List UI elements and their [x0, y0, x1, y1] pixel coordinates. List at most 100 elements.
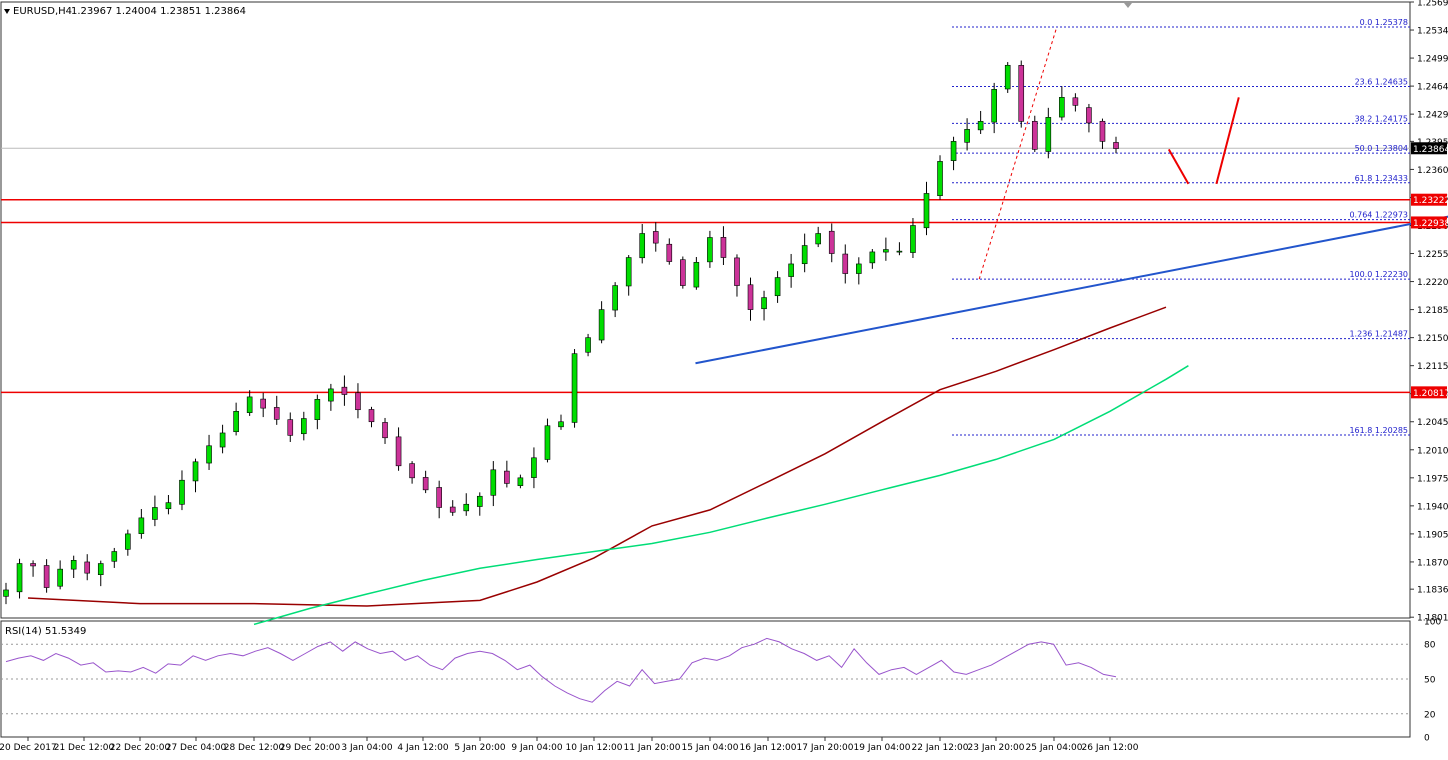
candle-body — [829, 231, 834, 253]
candle-body — [98, 564, 103, 575]
rsi-tick-label: 50 — [1424, 676, 1436, 686]
x-tick-label: 17 Jan 20:00 — [797, 743, 854, 753]
candle-body — [112, 552, 117, 562]
candle-body — [504, 471, 509, 483]
x-tick-label: 28 Dec 12:00 — [224, 743, 285, 753]
y-tick-label: 1.22200 — [1417, 278, 1448, 288]
ma-fast-line — [254, 366, 1188, 625]
candle-body — [626, 258, 631, 286]
x-tick-label: 21 Dec 12:00 — [54, 743, 115, 753]
y-tick-label: 1.25690 — [1417, 0, 1448, 9]
candle-body — [247, 397, 252, 413]
x-tick-label: 9 Jan 04:00 — [511, 743, 563, 753]
candle-body — [1114, 142, 1119, 148]
candle-body — [640, 234, 645, 258]
ohlc-values: 1.23967 1.24004 1.23851 1.23864 — [71, 6, 246, 17]
candle-body — [707, 238, 712, 262]
y-tick-label: 1.23600 — [1417, 166, 1448, 176]
candle-body — [328, 389, 333, 401]
candle-body — [694, 262, 699, 287]
scroll-marker-icon[interactable] — [1124, 3, 1132, 8]
candle-body — [125, 534, 130, 549]
candle-body — [978, 121, 983, 130]
candle-body — [423, 477, 428, 489]
candle-body — [938, 161, 943, 195]
candle-body — [951, 141, 956, 160]
x-tick-label: 5 Jan 20:00 — [454, 743, 506, 753]
y-tick-label: 1.19400 — [1417, 502, 1448, 512]
y-tick-label: 1.21150 — [1417, 362, 1448, 372]
candle-body — [152, 507, 157, 519]
candle-body — [355, 393, 360, 410]
x-tick-label: 22 Jan 12:00 — [912, 743, 969, 753]
y-tick-label: 1.19050 — [1417, 530, 1448, 540]
last-price-label: 1.23864 — [1413, 145, 1448, 155]
x-tick-label: 11 Jan 20:00 — [624, 743, 681, 753]
projection-down-line — [1169, 149, 1189, 183]
candle-body — [762, 298, 767, 309]
candle-body — [545, 426, 550, 460]
candle-body — [369, 409, 374, 421]
x-tick-label: 15 Jan 04:00 — [682, 743, 739, 753]
candle-body — [31, 563, 36, 565]
candle-body — [207, 446, 212, 463]
y-tick-label: 1.19750 — [1417, 474, 1448, 484]
y-tick-label: 1.21500 — [1417, 334, 1448, 344]
fib-label: 0.764 1.22973 — [1349, 211, 1408, 220]
y-tick-label: 1.25340 — [1417, 27, 1448, 37]
candle-body — [870, 252, 875, 263]
x-tick-label: 19 Jan 04:00 — [854, 743, 911, 753]
resistance-price-label: 1.23222 — [1413, 196, 1448, 206]
rsi-label: RSI(14) 51.5349 — [5, 626, 86, 637]
candle-body — [1046, 117, 1051, 151]
fib-label: 0.0 1.25378 — [1360, 18, 1408, 27]
rsi-tick-label: 80 — [1424, 641, 1436, 651]
collapse-triangle-icon[interactable] — [4, 9, 10, 14]
rsi-tick-label: 0 — [1424, 734, 1430, 744]
fib-label: 161.8 1.20285 — [1349, 426, 1408, 435]
rsi-tick-label: 100 — [1424, 618, 1441, 628]
y-tick-label: 1.18700 — [1417, 558, 1448, 568]
fib-label: 61.8 1.23433 — [1355, 174, 1408, 183]
candle-body — [721, 237, 726, 257]
rsi-tick-label: 20 — [1424, 710, 1436, 720]
y-tick-label: 1.22550 — [1417, 250, 1448, 260]
y-tick-label: 1.18360 — [1417, 586, 1448, 596]
y-tick-label: 1.20100 — [1417, 446, 1448, 456]
x-tick-label: 10 Jan 12:00 — [566, 743, 623, 753]
candle-body — [518, 478, 523, 486]
candle-body — [572, 354, 577, 423]
projection-up-line — [1216, 97, 1238, 184]
candle-body — [748, 285, 753, 310]
candle-body — [85, 562, 90, 573]
candle-body — [843, 254, 848, 274]
candle-body — [734, 258, 739, 286]
x-tick-label: 29 Dec 20:00 — [280, 743, 341, 753]
candle-body — [653, 231, 658, 243]
candle-body — [802, 246, 807, 264]
candle-body — [924, 193, 929, 227]
candle-body — [1086, 108, 1091, 123]
candle-body — [883, 250, 888, 253]
y-tick-label: 1.24290 — [1417, 111, 1448, 121]
y-tick-label: 1.21850 — [1417, 306, 1448, 316]
x-tick-label: 27 Dec 04:00 — [166, 743, 227, 753]
candle-body — [179, 480, 184, 504]
candle-body — [410, 464, 415, 478]
candle-body — [816, 234, 821, 244]
x-tick-label: 22 Dec 20:00 — [110, 743, 171, 753]
ma-slow-line — [28, 307, 1166, 606]
candle-body — [288, 420, 293, 436]
candle-body — [1100, 121, 1105, 141]
candle-body — [910, 225, 915, 252]
rsi-line — [6, 638, 1116, 702]
candle-body — [1059, 97, 1064, 117]
candle-body — [383, 422, 388, 437]
fib-label: 23.6 1.24635 — [1355, 78, 1408, 87]
resistance-price-label: 1.20817 — [1413, 389, 1448, 399]
fib-label: 38.2 1.24175 — [1355, 114, 1408, 123]
candle-body — [559, 422, 564, 427]
candle-body — [301, 419, 306, 434]
